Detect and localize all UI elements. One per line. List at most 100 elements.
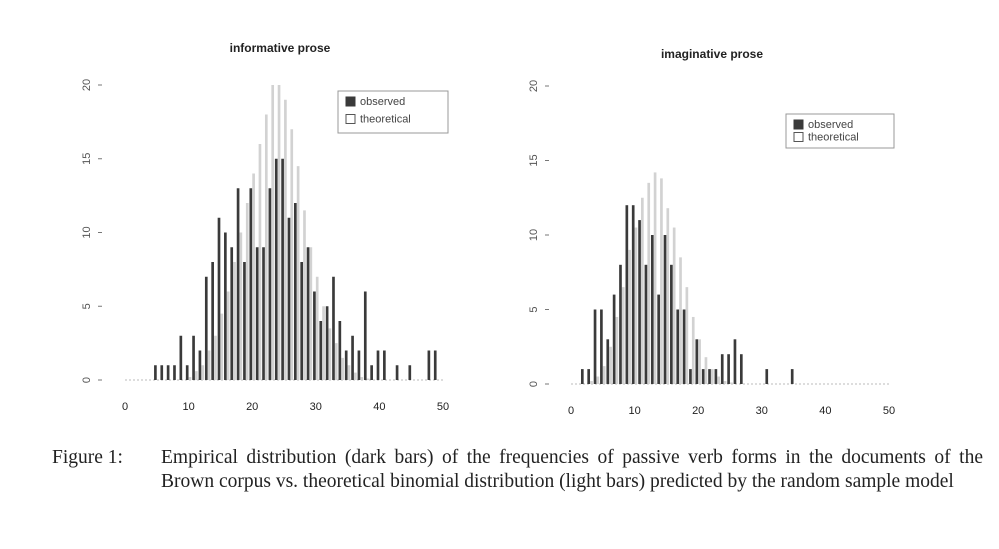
y-tick-label: 0 <box>528 381 540 387</box>
bar-theoretical <box>698 339 701 384</box>
bar-observed <box>217 217 221 380</box>
bar-observed <box>249 188 253 380</box>
bar-observed <box>657 294 660 384</box>
y-tick-label: 0 <box>81 377 93 383</box>
bar-observed <box>593 309 597 384</box>
bar-theoretical <box>322 306 325 380</box>
bar-observed <box>243 262 246 380</box>
bar-observed <box>587 369 591 384</box>
bar-observed <box>179 335 183 380</box>
bar-observed <box>733 339 737 384</box>
bar-theoretical <box>666 208 670 384</box>
bar-theoretical <box>328 328 332 380</box>
bar-observed <box>211 262 214 380</box>
bar-theoretical <box>717 376 721 384</box>
bar-observed <box>376 350 380 380</box>
bar-theoretical <box>685 287 689 384</box>
bar-theoretical <box>347 365 351 380</box>
bar-observed <box>790 369 794 384</box>
bar-theoretical <box>596 376 600 384</box>
bar-theoretical <box>277 85 281 380</box>
bar-observed <box>204 276 208 380</box>
bar-theoretical <box>284 99 287 380</box>
bar-observed <box>357 350 361 380</box>
bar-observed <box>580 369 584 384</box>
bar-theoretical <box>704 357 708 384</box>
bar-theoretical <box>590 381 593 384</box>
y-tick-label: 20 <box>81 79 93 91</box>
bar-observed <box>708 369 711 384</box>
x-tick-label: 10 <box>628 405 640 417</box>
bar-observed <box>644 264 648 384</box>
bar-observed <box>720 354 724 384</box>
bar-theoretical <box>264 114 268 380</box>
bar-observed <box>676 309 680 384</box>
bar-observed <box>606 339 610 384</box>
bar-theoretical <box>258 144 262 380</box>
y-tick-label: 15 <box>81 153 93 165</box>
bar-observed <box>650 235 654 384</box>
bar-theoretical <box>615 316 619 384</box>
bar-observed <box>224 232 227 380</box>
bar-theoretical <box>233 262 236 380</box>
legend-label: theoretical <box>360 114 411 126</box>
bar-theoretical <box>723 381 727 384</box>
bar-observed <box>370 365 373 380</box>
bar-theoretical <box>354 372 357 380</box>
bar-theoretical <box>201 365 205 380</box>
bar-observed <box>287 217 291 380</box>
bar-theoretical <box>660 178 663 384</box>
bar-observed <box>427 350 431 380</box>
bar-observed <box>166 365 170 380</box>
bar-theoretical <box>341 357 344 380</box>
bar-theoretical <box>679 257 682 384</box>
bar-observed <box>160 365 164 380</box>
bar-observed <box>739 354 743 384</box>
bar-observed <box>325 306 329 380</box>
bar-theoretical <box>226 291 230 380</box>
y-tick-label: 10 <box>81 226 93 238</box>
bar-theoretical <box>621 287 625 384</box>
bar-observed <box>663 235 667 384</box>
bar-theoretical <box>245 203 249 380</box>
bar-theoretical <box>303 210 306 380</box>
bar-observed <box>612 294 616 384</box>
chart-informative-prose: informative prose 0 5 10 15 20 0 10 20 30 40 50 obse… <box>81 41 449 413</box>
bar-theoretical <box>195 371 198 380</box>
bar-observed <box>682 309 686 384</box>
bar-observed <box>268 188 272 380</box>
bar-observed <box>383 350 386 380</box>
legend-label: observed <box>808 119 853 131</box>
x-tick-label: 40 <box>373 401 385 413</box>
x-tick-label: 40 <box>819 405 831 417</box>
bar-observed <box>695 339 699 384</box>
bar-observed <box>255 247 259 380</box>
bar-observed <box>395 365 399 380</box>
bar-observed <box>192 335 195 380</box>
bar-theoretical <box>641 197 644 384</box>
x-tick-label: 50 <box>437 401 449 413</box>
bar-theoretical <box>252 173 255 380</box>
bar-theoretical <box>628 249 631 384</box>
chart-imaginative-prose: imaginative prose 0 5 10 15 20 0 10 20 30 40 50 obse… <box>528 47 895 417</box>
bar-observed <box>670 264 673 384</box>
bar-theoretical <box>360 377 364 380</box>
legend-swatch <box>793 132 804 142</box>
bar-observed <box>714 369 718 384</box>
bar-observed <box>198 350 202 380</box>
bar-observed <box>274 158 278 380</box>
bar-observed <box>631 205 635 384</box>
bar-theoretical <box>634 227 638 384</box>
bar-observed <box>727 354 730 384</box>
caption-label: Figure 1: <box>52 447 123 468</box>
bar-observed <box>185 365 189 380</box>
bar-theoretical <box>220 313 224 380</box>
x-tick-label: 30 <box>310 401 322 413</box>
bar-observed <box>293 203 297 380</box>
bar-observed <box>262 247 265 380</box>
bar-observed <box>600 309 603 384</box>
bar-observed <box>300 262 304 380</box>
y-tick-label: 5 <box>528 306 540 312</box>
